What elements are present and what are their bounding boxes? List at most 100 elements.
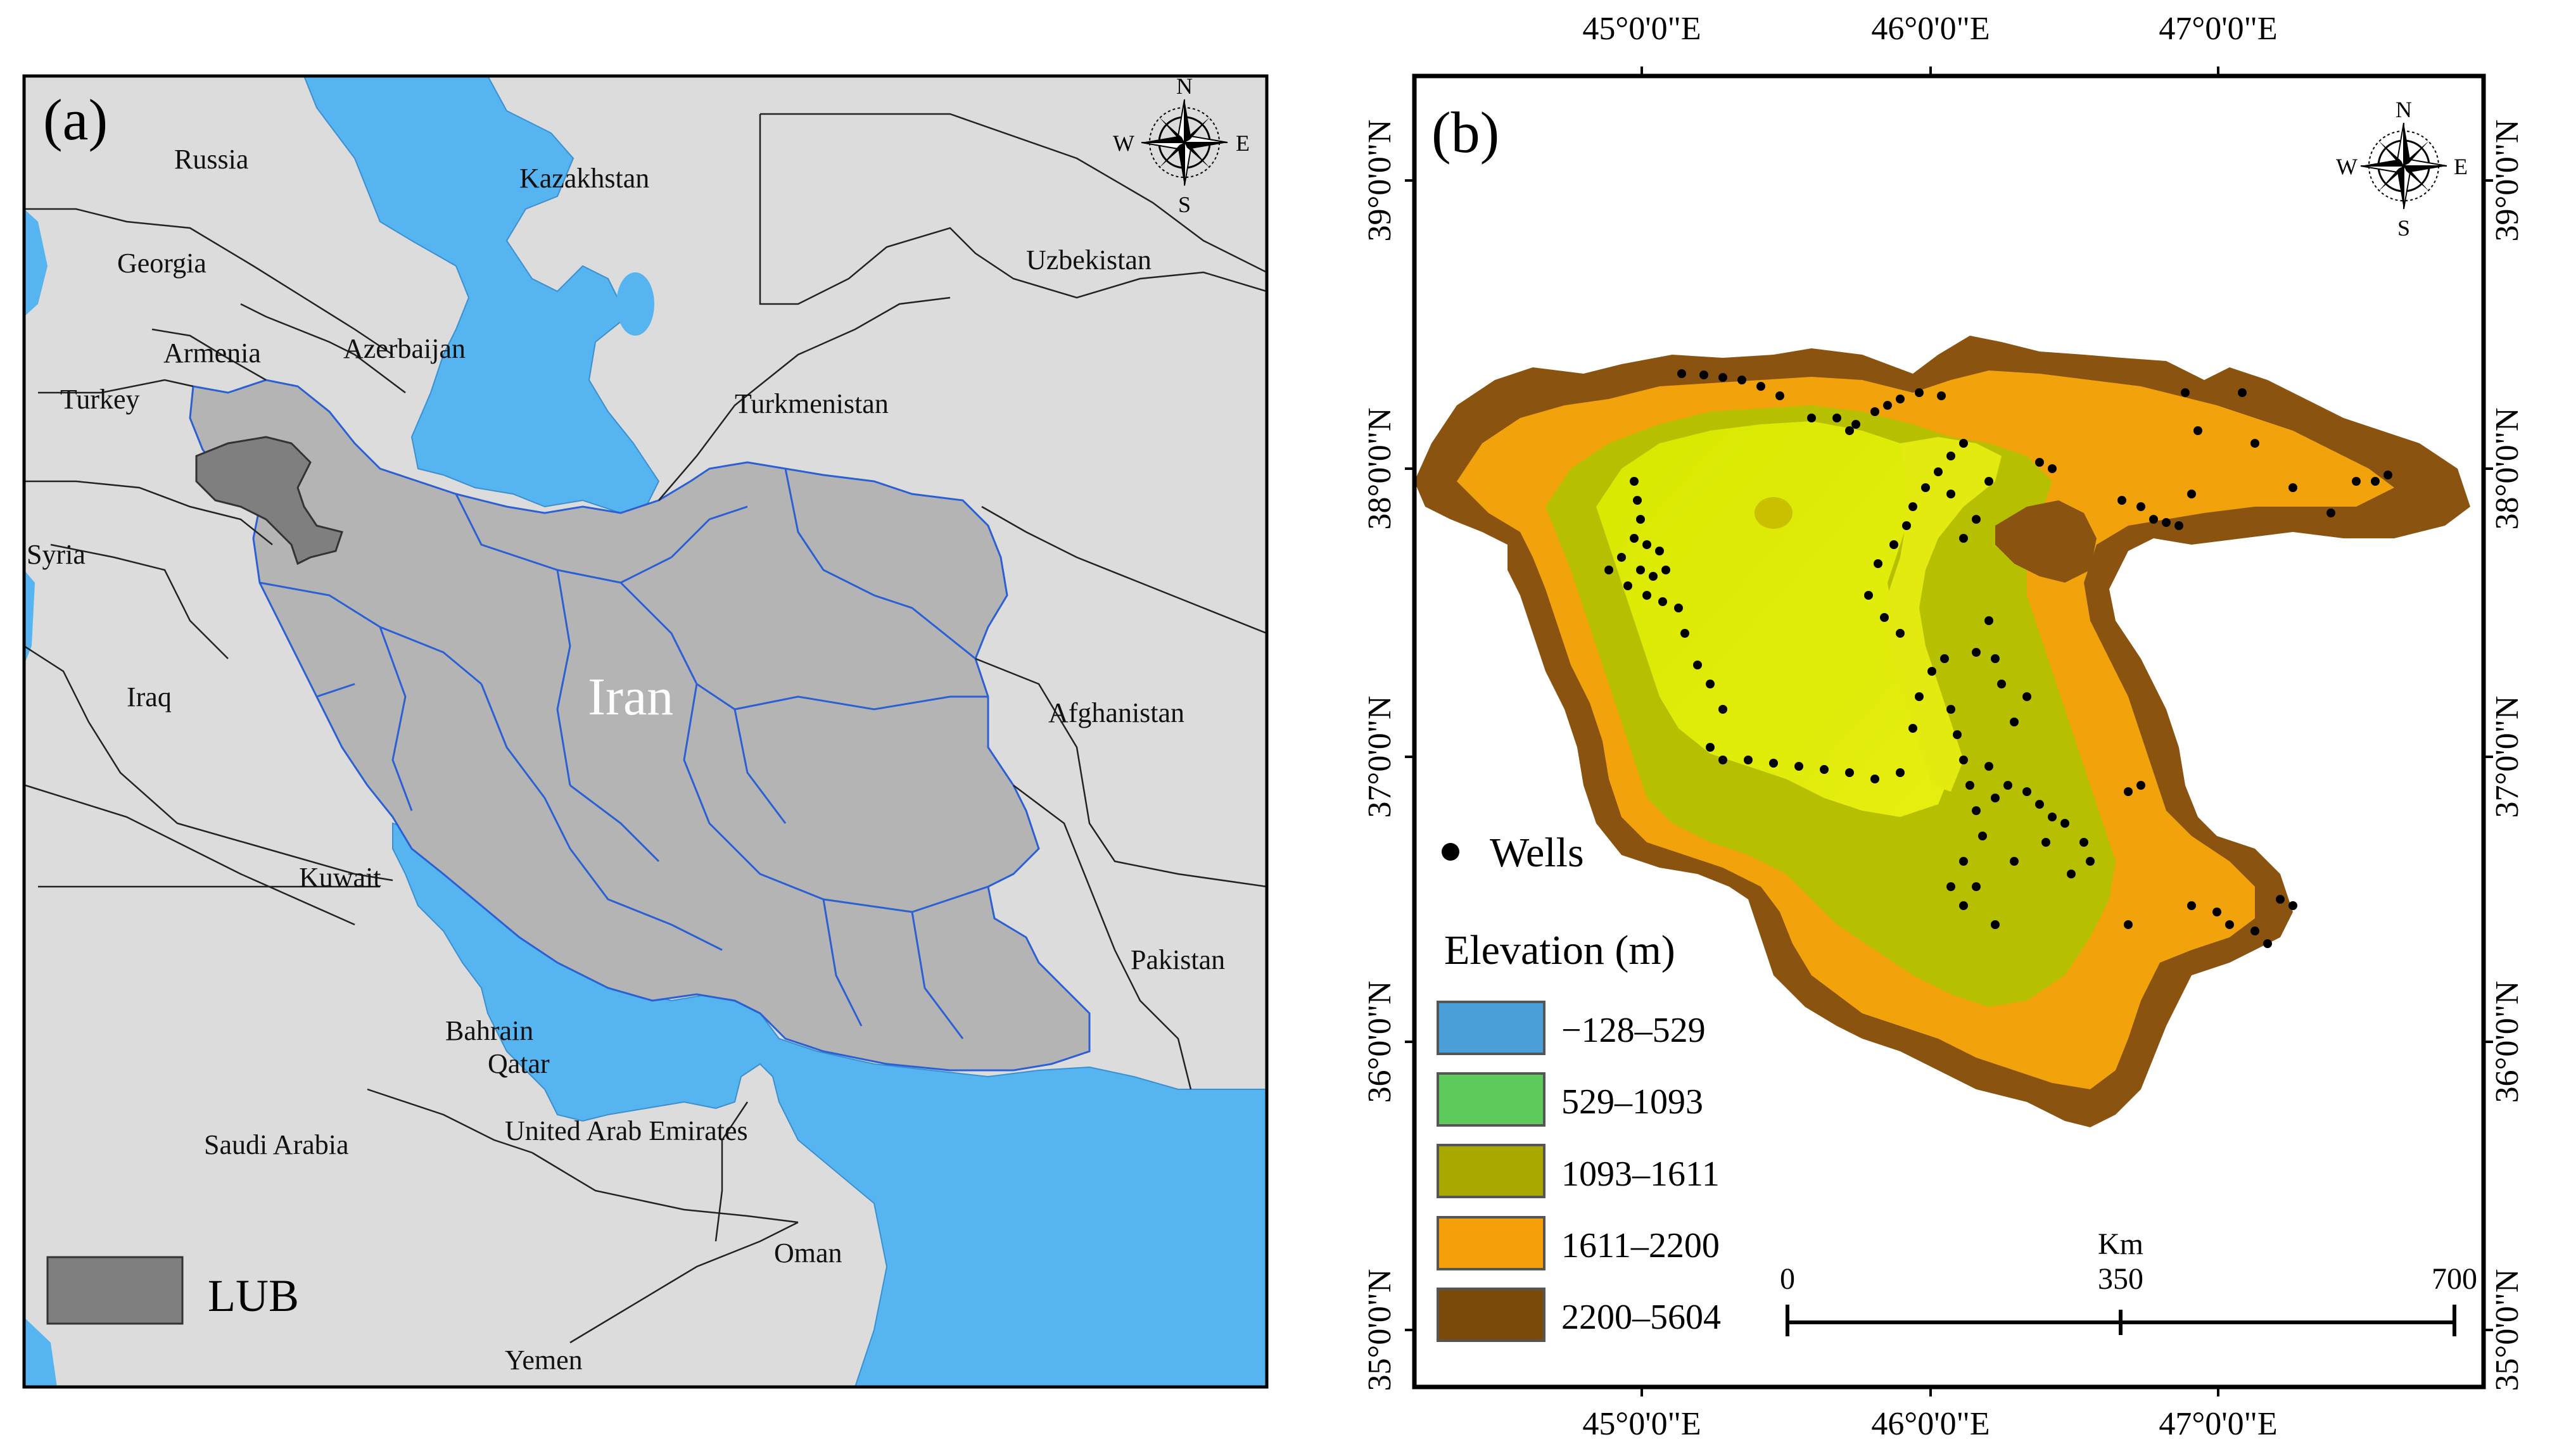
well-point — [1807, 414, 1816, 422]
well-point — [1972, 515, 1981, 524]
well-point — [1794, 762, 1803, 771]
well-point — [1921, 483, 1930, 492]
well-point — [2060, 819, 2069, 828]
elevation-class-label: 1093–1611 — [1561, 1155, 1720, 1194]
well-point — [2187, 901, 2196, 910]
well-point — [2117, 496, 2126, 505]
lon-tick-label-top: 45°0'0"E — [1582, 11, 1701, 47]
well-point — [1832, 414, 1841, 422]
well-point — [1604, 566, 1613, 574]
longitude-ticks — [1641, 66, 2219, 1396]
scale-bar: Km 0 350 700 — [1780, 1227, 2477, 1336]
well-point — [1937, 391, 1946, 400]
well-point — [1883, 401, 1892, 410]
well-point — [2022, 692, 2031, 701]
wells-legend-symbol — [1442, 843, 1459, 861]
well-point — [1984, 477, 1993, 486]
lat-tick-label-right: 35°0'0"N — [2489, 1269, 2525, 1391]
well-point — [1674, 604, 1683, 612]
lat-tick-label-left: 39°0'0"N — [1362, 120, 1398, 242]
elevation-class-label: 529–1093 — [1561, 1082, 1703, 1122]
well-point — [2149, 515, 2158, 524]
well-point — [1642, 591, 1651, 600]
well-point — [1997, 680, 2006, 688]
country-label: Oman — [774, 1238, 842, 1269]
elevation-swatch — [1437, 1072, 1545, 1127]
compass-n: N — [2396, 97, 2412, 122]
well-point — [2086, 857, 2095, 866]
lon-tick-label-top: 47°0'0"E — [2159, 11, 2277, 47]
well-point — [1851, 420, 1860, 429]
well-point — [1633, 496, 1642, 505]
compass-s: S — [2397, 215, 2410, 241]
well-point — [2079, 838, 2088, 847]
panel-b-label: (b) — [1431, 100, 1499, 165]
well-point — [2288, 901, 2297, 910]
well-point — [1972, 648, 1981, 657]
well-point — [1864, 591, 1873, 600]
well-point — [2276, 895, 2285, 904]
well-point — [1908, 724, 1917, 733]
well-point — [1902, 521, 1911, 530]
compass-w: W — [1113, 130, 1134, 156]
well-point — [1706, 680, 1715, 688]
country-label: Pakistan — [1131, 944, 1225, 975]
country-label: Kazakhstan — [519, 163, 649, 194]
well-point — [2067, 870, 2076, 878]
scale-tick-label: 700 — [2432, 1262, 2477, 1296]
lub-legend-label: LUB — [208, 1270, 299, 1321]
well-point — [1959, 901, 1968, 910]
well-point — [2022, 787, 2031, 796]
well-point — [1946, 452, 1955, 460]
country-label: Iraq — [127, 681, 172, 712]
well-point — [1965, 781, 1974, 790]
red-sea — [24, 1317, 57, 1387]
well-point — [1984, 762, 1993, 771]
well-point — [2162, 518, 2171, 527]
lake — [616, 272, 654, 336]
country-labels: Russia Kazakhstan Georgia Uzbekistan Arm… — [27, 144, 1225, 1376]
well-point — [2250, 439, 2259, 448]
well-point — [2010, 718, 2019, 726]
country-label: Azerbaijan — [343, 333, 466, 364]
well-point — [2212, 908, 2221, 916]
well-point — [1845, 426, 1854, 435]
elevation-legend-title: Elevation (m) — [1444, 927, 1675, 973]
well-point — [1775, 391, 1784, 400]
well-point — [2035, 458, 2044, 467]
lat-tick-label-right: 39°0'0"N — [2489, 120, 2525, 242]
elevation-peak — [1995, 500, 2097, 583]
well-point — [1959, 857, 1968, 866]
scale-tick-label: 0 — [1780, 1262, 1795, 1296]
well-point — [1972, 882, 1981, 891]
elevation-class-label: 1611–2200 — [1561, 1226, 1720, 1265]
well-point — [1677, 369, 1686, 378]
well-point — [1991, 920, 2000, 929]
well-point — [1908, 502, 1917, 511]
well-point — [1661, 566, 1670, 574]
well-point — [1896, 629, 1905, 638]
elevation-low-lobe — [1888, 437, 2002, 792]
well-point — [1642, 540, 1651, 549]
well-point — [1880, 613, 1889, 622]
well-point — [1617, 553, 1626, 562]
country-label: Qatar — [488, 1048, 550, 1079]
basin-elevation-map — [1414, 336, 2470, 1127]
well-point — [1959, 756, 1968, 764]
well-point — [1630, 477, 1639, 486]
well-point — [2003, 781, 2012, 790]
compass-icon — [1141, 99, 1228, 186]
well-point — [1946, 882, 1955, 891]
well-point — [1915, 692, 1924, 701]
well-point — [1630, 534, 1639, 543]
well-point — [1889, 540, 1898, 549]
well-point — [2193, 426, 2202, 435]
well-point — [1896, 768, 1905, 777]
well-point — [1870, 407, 1879, 416]
well-point — [1658, 597, 1667, 606]
well-point — [1845, 768, 1854, 777]
lon-tick-label-bottom: 45°0'0"E — [1582, 1406, 1701, 1442]
elevation-swatch — [1437, 1216, 1545, 1270]
country-label: Bahrain — [445, 1015, 533, 1046]
well-point — [2250, 927, 2259, 935]
